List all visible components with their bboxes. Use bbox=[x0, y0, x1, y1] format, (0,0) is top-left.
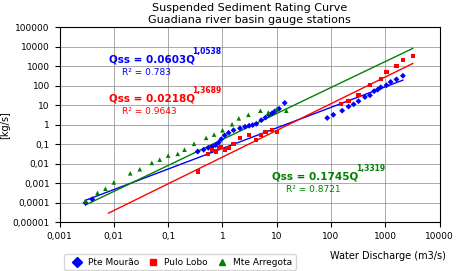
Point bbox=[366, 83, 374, 87]
Point bbox=[268, 128, 276, 132]
Text: Qss = 0.0603Q: Qss = 0.0603Q bbox=[109, 54, 195, 64]
Point bbox=[102, 186, 109, 191]
Legend: Pte Mourão, Pulo Lobo, Mte Arregota: Pte Mourão, Pulo Lobo, Mte Arregota bbox=[64, 254, 296, 270]
Point bbox=[262, 130, 269, 134]
Point bbox=[245, 124, 253, 128]
Point bbox=[126, 171, 134, 176]
Point bbox=[156, 157, 164, 162]
Point bbox=[377, 77, 384, 82]
Point bbox=[194, 149, 202, 154]
Point bbox=[268, 111, 276, 115]
Text: R² = 0.8721: R² = 0.8721 bbox=[286, 185, 340, 194]
Point bbox=[230, 141, 237, 146]
Point bbox=[383, 83, 390, 87]
Point bbox=[82, 199, 89, 203]
Point bbox=[338, 102, 345, 107]
Point bbox=[215, 140, 222, 145]
Point bbox=[330, 113, 337, 117]
Point bbox=[323, 116, 331, 120]
Point bbox=[136, 167, 143, 171]
Point bbox=[219, 128, 226, 132]
Point bbox=[218, 145, 225, 149]
Point bbox=[383, 69, 390, 74]
Point bbox=[249, 123, 256, 127]
Point bbox=[88, 197, 96, 201]
Point bbox=[393, 77, 400, 82]
Point bbox=[265, 113, 273, 117]
Point bbox=[338, 108, 346, 113]
Point bbox=[230, 128, 237, 132]
Point bbox=[94, 191, 101, 195]
Point bbox=[281, 101, 289, 105]
Point bbox=[235, 116, 242, 121]
Point bbox=[236, 136, 244, 140]
Point bbox=[209, 147, 216, 152]
Point bbox=[377, 85, 384, 89]
Point bbox=[345, 104, 352, 109]
Point bbox=[253, 122, 260, 126]
Point bbox=[371, 89, 378, 93]
Point bbox=[258, 133, 265, 137]
Point bbox=[148, 161, 155, 165]
Point bbox=[273, 107, 280, 111]
Point bbox=[350, 102, 357, 107]
Point bbox=[258, 118, 265, 122]
Point bbox=[164, 153, 172, 158]
Point bbox=[110, 180, 118, 185]
Title: Suspended Sediment Rating Curve
Guadiana river basin gauge stations: Suspended Sediment Rating Curve Guadiana… bbox=[148, 3, 351, 25]
Point bbox=[191, 141, 198, 146]
Point bbox=[366, 93, 374, 98]
Text: 1,0538: 1,0538 bbox=[192, 47, 222, 56]
Point bbox=[374, 88, 382, 92]
Point bbox=[225, 131, 232, 135]
Point bbox=[345, 99, 352, 103]
Text: 1,3319: 1,3319 bbox=[356, 164, 385, 173]
Point bbox=[399, 74, 407, 78]
Point bbox=[218, 137, 225, 141]
Point bbox=[245, 113, 252, 117]
Point bbox=[265, 110, 272, 115]
Point bbox=[200, 147, 207, 152]
Point bbox=[236, 126, 244, 130]
Point bbox=[205, 152, 212, 156]
Point bbox=[215, 146, 222, 150]
Point bbox=[194, 169, 202, 174]
Point bbox=[409, 54, 416, 59]
Point bbox=[221, 133, 229, 138]
Point bbox=[253, 138, 260, 142]
Text: Water Discharge (m3/s): Water Discharge (m3/s) bbox=[330, 251, 446, 261]
Point bbox=[355, 93, 362, 98]
Text: Qss = 0.0218Q: Qss = 0.0218Q bbox=[109, 93, 195, 103]
Point bbox=[273, 130, 280, 134]
Point bbox=[361, 95, 369, 99]
Point bbox=[241, 125, 249, 129]
Point bbox=[212, 143, 219, 147]
Point bbox=[245, 133, 253, 137]
Point bbox=[212, 149, 219, 154]
Point bbox=[225, 146, 232, 150]
Point bbox=[209, 144, 216, 149]
Text: Qss = 0.1745Q: Qss = 0.1745Q bbox=[273, 171, 359, 181]
Point bbox=[399, 58, 407, 62]
Point bbox=[221, 147, 229, 152]
Point bbox=[262, 115, 269, 120]
Point bbox=[181, 147, 188, 152]
Y-axis label: Suspended Sediment Load
[kg/s]: Suspended Sediment Load [kg/s] bbox=[0, 59, 10, 190]
Point bbox=[271, 109, 278, 114]
Point bbox=[202, 136, 210, 140]
Point bbox=[205, 146, 212, 150]
Text: R² = 0.783: R² = 0.783 bbox=[122, 68, 171, 77]
Point bbox=[275, 107, 283, 111]
Text: R² = 0.9643: R² = 0.9643 bbox=[122, 107, 177, 116]
Point bbox=[283, 108, 290, 113]
Point bbox=[387, 80, 394, 84]
Point bbox=[174, 152, 181, 156]
Point bbox=[210, 133, 218, 137]
Point bbox=[355, 99, 362, 103]
Point bbox=[257, 108, 264, 113]
Point bbox=[82, 201, 89, 205]
Point bbox=[393, 63, 400, 68]
Text: 1,3689: 1,3689 bbox=[192, 86, 222, 95]
Point bbox=[229, 122, 236, 126]
